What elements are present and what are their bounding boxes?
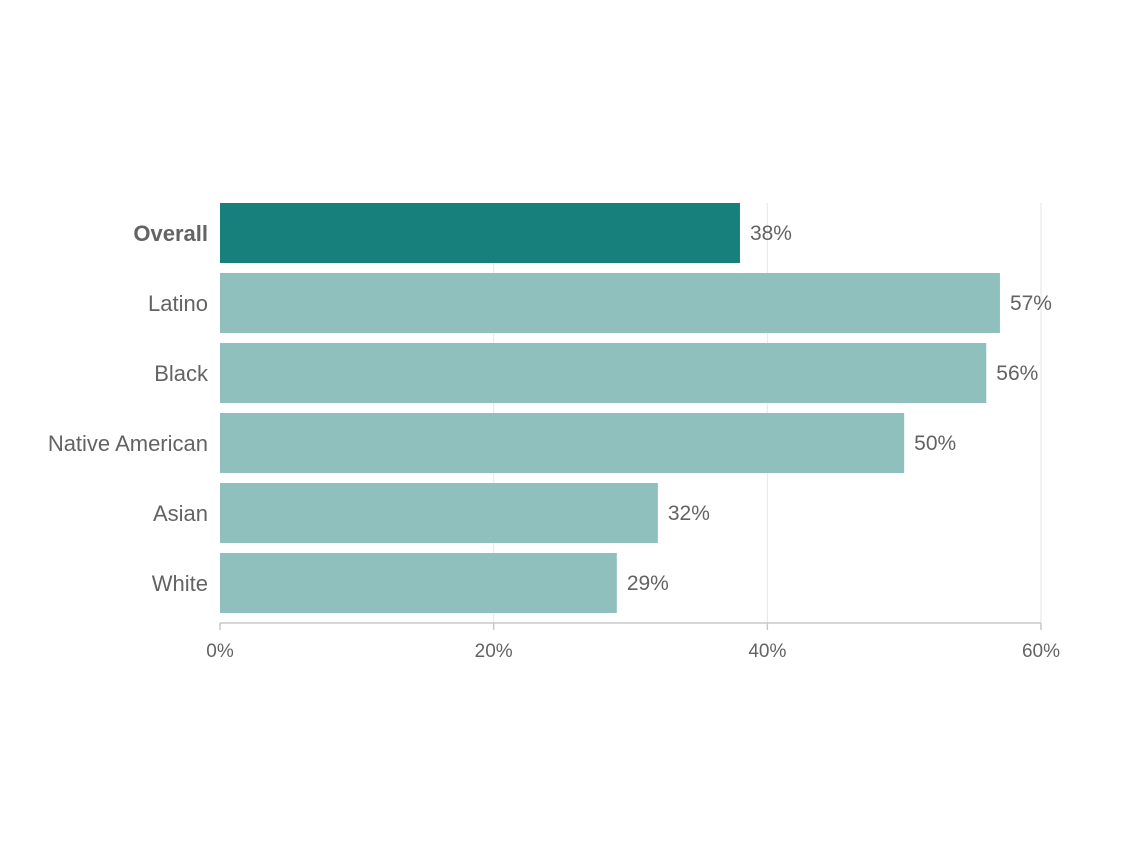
bar-latino	[220, 273, 1000, 333]
x-tick-label-60: 60%	[1022, 641, 1060, 662]
category-label-asian: Asian	[153, 501, 208, 526]
category-label-white: White	[152, 571, 208, 596]
category-label-overall: Overall	[133, 221, 208, 246]
x-tick-label-0: 0%	[206, 641, 234, 662]
value-label-latino: 57%	[1010, 292, 1052, 315]
bar-asian	[220, 483, 658, 543]
bar-white	[220, 553, 617, 613]
x-tick-label-40: 40%	[748, 641, 786, 662]
value-label-asian: 32%	[668, 502, 710, 525]
value-label-black: 56%	[996, 362, 1038, 385]
category-label-native-american: Native American	[48, 431, 208, 456]
x-axis: 0% 20% 40% 60%	[206, 622, 1060, 662]
labels: Overall 38% Latino 57% Black 56% Native Americ…	[48, 221, 1052, 596]
bars	[220, 203, 1000, 613]
x-tick-label-20: 20%	[475, 641, 513, 662]
value-label-white: 29%	[627, 572, 669, 595]
category-label-latino: Latino	[148, 291, 208, 316]
bar-native-american	[220, 413, 905, 473]
category-label-black: Black	[154, 361, 209, 386]
bar-black	[220, 343, 987, 403]
value-label-overall: 38%	[750, 222, 792, 245]
bar-overall	[220, 203, 740, 263]
value-label-native-american: 50%	[914, 432, 956, 455]
